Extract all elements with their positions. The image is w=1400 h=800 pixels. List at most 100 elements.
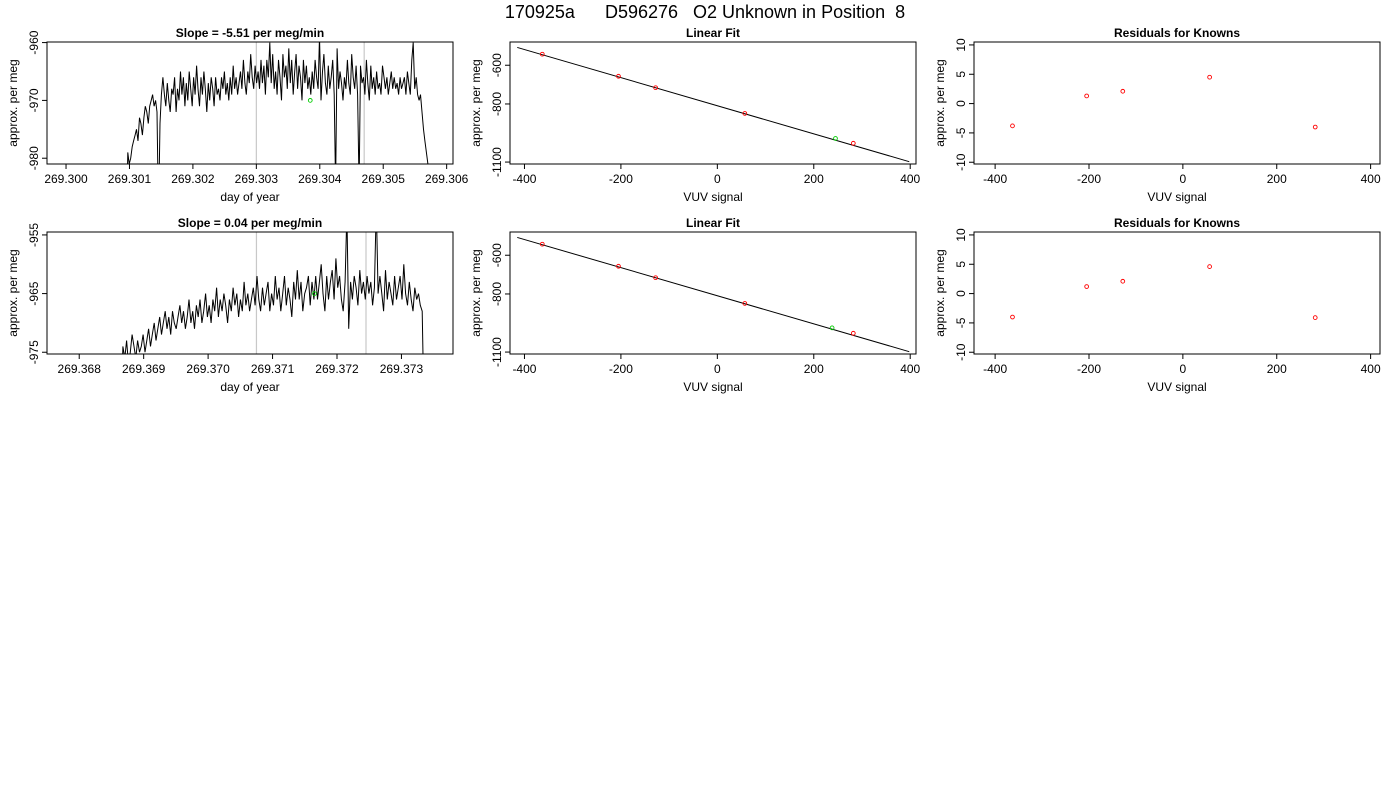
y-tick-label: 0 [954, 290, 968, 297]
x-tick-label: 200 [804, 362, 824, 376]
y-tick-label: 10 [954, 38, 968, 52]
y-axis-label: approx. per meg [469, 59, 483, 146]
panel-title: Slope = 0.04 per meg/min [178, 216, 322, 230]
figure-title: 170925a D596276 O2 Unknown in Position 8 [505, 2, 905, 22]
x-tick-label: 269.372 [315, 362, 359, 376]
known-point [1312, 315, 1318, 320]
x-tick-label: 200 [1267, 362, 1287, 376]
x-tick-label: 269.300 [44, 172, 88, 186]
fit-line [517, 236, 910, 353]
panel-grid: Slope = -5.51 per meg/min 269.300 269.301 2… [6, 26, 1381, 394]
known-point [850, 140, 856, 146]
y-tick-label: -10 [954, 343, 968, 361]
y-tick-label: 10 [954, 228, 968, 242]
x-tick-label: 269.304 [298, 172, 342, 186]
x-tick-label: 269.371 [251, 362, 295, 376]
chart-panel-row1-timeseries: Slope = -5.51 per meg/min 269.300 269.301 2… [6, 26, 469, 204]
chart-panel-row2-timeseries: Slope = 0.04 per meg/min 269.368 269.369 26… [6, 216, 454, 394]
plot-frame [509, 231, 917, 355]
y-tick-label: -5 [954, 317, 968, 328]
x-tick-label: -400 [983, 362, 1007, 376]
known-point [1207, 264, 1212, 269]
x-tick-label: 269.369 [122, 362, 166, 376]
y-tick-label: -800 [490, 282, 504, 306]
x-tick-label: 400 [1361, 362, 1381, 376]
y-tick-label: -975 [27, 340, 41, 364]
y-axis-label: approx. per meg [6, 59, 20, 146]
y-tick-label: -955 [27, 223, 41, 247]
plot-area [1010, 74, 1318, 130]
x-tick-label: -200 [609, 362, 633, 376]
chart-panel-row2-residuals: Residuals for Knowns -400 -200 0 200 400 10 5 0 -… [933, 216, 1381, 394]
y-tick-label: -800 [490, 92, 504, 116]
x-tick-label: 400 [900, 172, 920, 186]
x-tick-label: -200 [1077, 172, 1101, 186]
x-tick-label: 0 [714, 362, 721, 376]
x-axis-label: VUV signal [1147, 190, 1206, 204]
y-tick-label: -980 [27, 146, 41, 170]
plot-frame [973, 231, 1381, 355]
known-point [1084, 284, 1089, 289]
x-axis-label: VUV signal [1147, 380, 1206, 394]
x-tick-label: 0 [714, 172, 721, 186]
y-tick-label: 5 [954, 261, 968, 268]
unknown-point [829, 325, 835, 331]
known-point [653, 85, 658, 91]
panel-title: Linear Fit [686, 216, 740, 230]
x-tick-label: -400 [512, 172, 536, 186]
data-series-line [122, 232, 424, 354]
x-tick-label: 0 [1180, 172, 1187, 186]
y-tick-label: -970 [27, 88, 41, 112]
panel-title: Residuals for Knowns [1114, 26, 1240, 40]
x-tick-label: 200 [1267, 172, 1287, 186]
x-tick-label: -200 [609, 172, 633, 186]
y-axis-label: approx. per meg [933, 249, 947, 336]
data-series-line [127, 42, 429, 164]
x-tick-label: -400 [983, 172, 1007, 186]
x-axis-label: day of year [220, 190, 279, 204]
x-tick-label: 269.303 [235, 172, 279, 186]
y-axis-label: approx. per meg [933, 59, 947, 146]
x-tick-label: 269.370 [186, 362, 230, 376]
x-tick-label: 0 [1180, 362, 1187, 376]
x-axis-label: VUV signal [683, 190, 742, 204]
known-point [1010, 314, 1015, 320]
x-tick-label: 269.301 [108, 172, 152, 186]
plot-area [517, 236, 910, 353]
x-tick-label: -400 [512, 362, 536, 376]
y-axis-label: approx. per meg [6, 249, 20, 336]
y-tick-label: -600 [490, 243, 504, 267]
known-point [539, 241, 545, 247]
known-point [742, 111, 748, 116]
plot-area [127, 42, 429, 164]
known-point [1084, 93, 1089, 99]
y-tick-label: -10 [954, 153, 968, 171]
unknown-point [307, 98, 313, 103]
plot-frame [509, 41, 917, 165]
y-tick-label: 0 [954, 100, 968, 107]
y-tick-label: -5 [954, 127, 968, 138]
plot-area [1010, 264, 1318, 320]
known-point [1120, 278, 1126, 284]
y-tick-label: -965 [27, 281, 41, 305]
known-point [850, 330, 856, 336]
x-tick-label: 269.302 [171, 172, 215, 186]
known-point [1120, 88, 1126, 94]
y-tick-label: -960 [27, 30, 41, 54]
x-tick-label: 269.306 [425, 172, 469, 186]
known-point [616, 73, 621, 79]
unknown-point [833, 136, 838, 141]
known-point [1010, 123, 1015, 129]
known-point [742, 301, 748, 306]
known-point [653, 275, 658, 281]
x-tick-label: 400 [900, 362, 920, 376]
chart-panel-row1-residuals: Residuals for Knowns -400 -200 0 200 400 10 5 0 -… [933, 26, 1381, 204]
plot-area [122, 232, 424, 354]
y-tick-label: -1100 [490, 337, 504, 367]
plot-area [517, 46, 910, 163]
known-point [1312, 124, 1318, 130]
y-tick-label: 5 [954, 71, 968, 78]
plot-frame [46, 231, 454, 355]
chart-panel-row1-linearfit: Linear Fit -400 -200 0 200 400 -600 -800 -1100 VU… [469, 26, 921, 204]
